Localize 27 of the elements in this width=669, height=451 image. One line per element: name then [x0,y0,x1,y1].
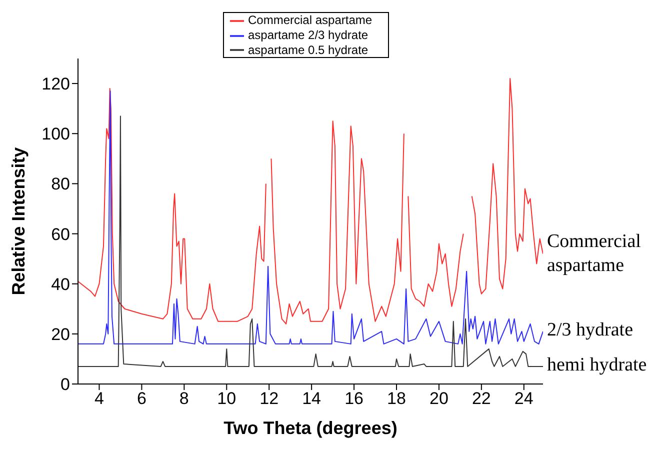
x-tick-label: 10 [217,389,236,408]
y-tick-label: 80 [51,174,70,194]
y-tick-label: 20 [51,324,70,344]
x-tick-label: 12 [260,389,279,408]
y-tick-label: 120 [42,74,70,94]
x-tick-label: 22 [472,389,491,408]
x-tick-label: 20 [430,389,448,408]
y-tick-label: 100 [42,124,70,144]
text: Commercial aspartame [547,231,641,276]
x-tick-label: 6 [136,389,146,408]
x-tick-label: 18 [387,389,406,408]
legend-label: aspartame 2/3 hydrate [248,28,368,42]
x-tick-label: 4 [94,389,104,408]
text: hemi hydrate [547,354,647,376]
legend-label: Commercial aspartame [248,13,372,27]
text: 2/3 hydrate [547,320,634,341]
x-tick-label: 16 [344,389,364,408]
x-axis-title: Two Theta (degrees) [224,418,398,438]
x-tick-label: 8 [179,389,189,408]
line-series [78,116,543,367]
x-tick-label: 14 [302,389,322,408]
legend-label: aspartame 0.5 hydrate [248,42,368,57]
y-tick-label: 40 [51,274,70,294]
y-tick-label: 60 [51,224,70,244]
x-tick-label: 24 [514,389,534,408]
y-axis-title: Relative Intensity [8,147,28,296]
y-tick-label: 0 [60,375,70,394]
